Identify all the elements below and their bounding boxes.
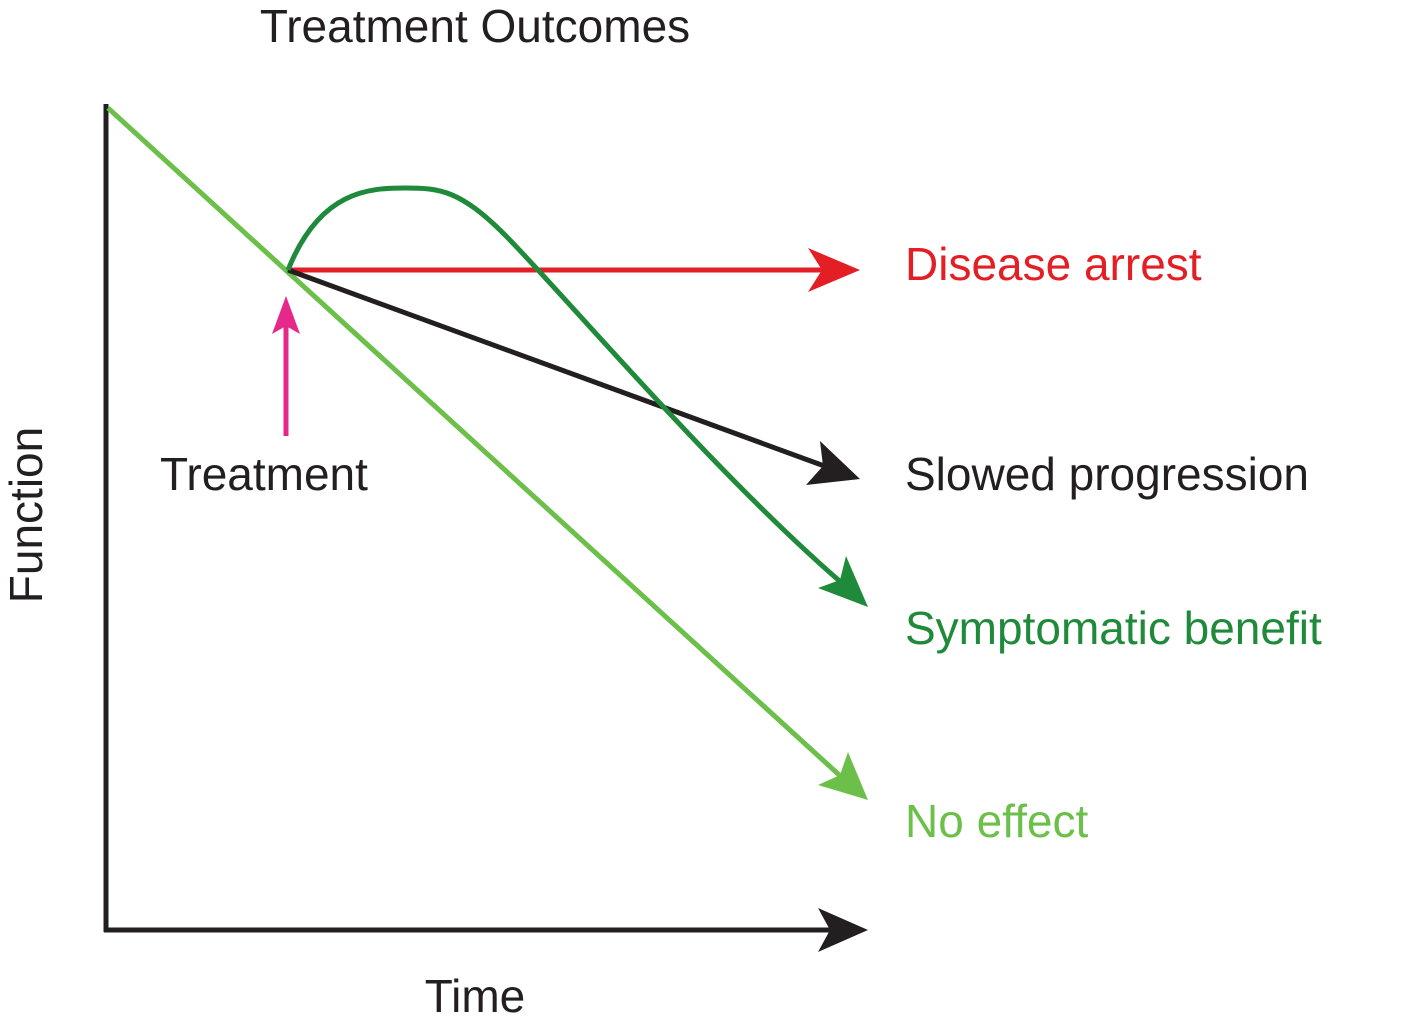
treatment-arrowhead xyxy=(272,296,300,334)
y-axis-label: Function xyxy=(0,427,52,603)
x-axis-arrowhead xyxy=(818,908,868,952)
outcome-label: Symptomatic benefit xyxy=(905,602,1322,654)
symptomatic-benefit-curve xyxy=(285,185,852,592)
slowed-progression-arrowhead xyxy=(806,441,860,485)
outcome-label: Slowed progression xyxy=(905,448,1309,500)
title: Treatment Outcomes xyxy=(260,0,690,52)
symptomatic-benefit-arrowhead xyxy=(818,556,868,607)
outcome-label: No effect xyxy=(905,795,1088,847)
no-effect-arrowhead xyxy=(818,752,868,800)
x-axis-label: Time xyxy=(425,970,526,1022)
treatment-label: Treatment xyxy=(160,448,368,500)
slowed-progression-line xyxy=(287,267,839,474)
no-effect-line xyxy=(106,106,850,785)
disease-arrest-arrowhead xyxy=(808,248,860,292)
outcome-label: Disease arrest xyxy=(905,238,1202,290)
